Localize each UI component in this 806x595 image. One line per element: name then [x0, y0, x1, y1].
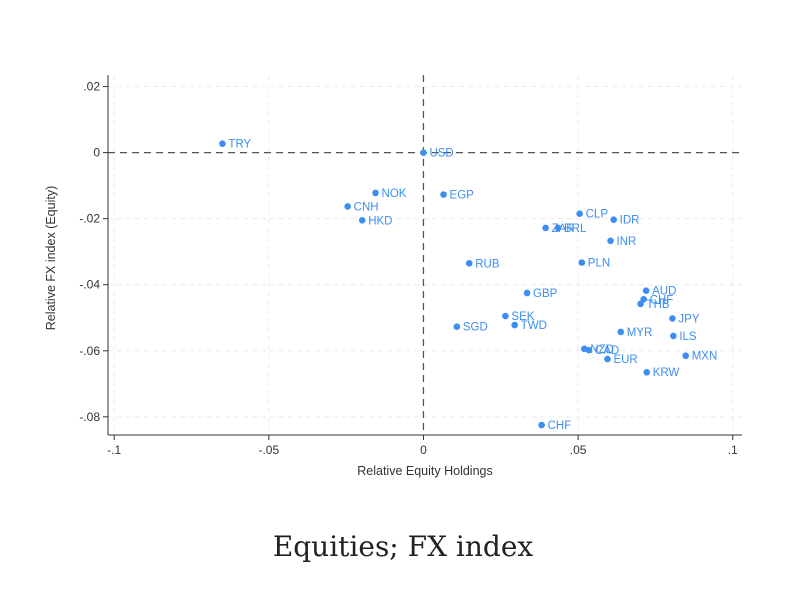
- data-point: [511, 321, 518, 329]
- y-tick-label: -.04: [79, 278, 100, 292]
- data-point: [604, 355, 611, 363]
- data-point: [669, 315, 676, 322]
- y-tick-label: -.06: [79, 344, 100, 358]
- x-tick-label: -.1: [107, 443, 121, 457]
- data-point-label: IDR: [620, 215, 640, 227]
- data-point-label: CHF: [548, 420, 572, 432]
- data-point: [358, 217, 366, 224]
- data-point: [607, 237, 614, 245]
- data-point-label: NOK: [382, 188, 407, 200]
- data-point: [372, 189, 379, 197]
- data-point: [344, 203, 351, 210]
- data-point: [640, 295, 647, 303]
- data-point-label: CHF: [650, 294, 674, 306]
- data-point: [610, 216, 617, 223]
- data-point: [453, 323, 461, 330]
- data-point: [617, 328, 625, 336]
- data-point: [554, 224, 562, 232]
- data-point: [585, 346, 593, 354]
- data-point-label: TWD: [521, 320, 547, 332]
- data-point-label: KRW: [653, 367, 680, 379]
- data-point: [523, 289, 531, 297]
- data-point: [465, 259, 473, 267]
- y-tick-label: -.02: [79, 212, 100, 226]
- data-point-label: EUR: [613, 354, 637, 366]
- data-point-label: USD: [429, 148, 453, 160]
- reference-lines: [108, 75, 742, 435]
- data-point: [542, 224, 549, 232]
- x-tick-label: 0: [420, 443, 427, 457]
- data-point-label: EGP: [450, 190, 475, 202]
- y-axis-title: Relative FX index (Equity): [44, 186, 58, 331]
- data-point-label: MXN: [692, 351, 718, 363]
- data-point: [670, 332, 677, 340]
- data-point-label: MYR: [627, 327, 653, 339]
- axes: -.1 -.05 0 .05 .1 .02 0 -.02 -.04 -.06 -.08: [79, 75, 742, 457]
- data-point-label: THB: [647, 299, 670, 311]
- data-point-label: JPY: [678, 313, 699, 325]
- data-point: [538, 421, 545, 429]
- data-point-label: AUD: [652, 286, 676, 298]
- data-point-label: BRL: [564, 223, 587, 235]
- grid-lines: [108, 75, 742, 435]
- data-point-label: NZD: [590, 344, 614, 356]
- data-point-label: INR: [617, 236, 637, 248]
- figure-caption: Equities; FX index: [272, 530, 534, 563]
- data-point: [682, 352, 690, 360]
- x-tick-label: -.05: [258, 443, 279, 457]
- data-point-label: GBP: [533, 288, 558, 300]
- data-point-label: SGD: [463, 322, 488, 334]
- data-point-label: CNH: [354, 201, 379, 213]
- data-point: [219, 140, 226, 147]
- data-point: [642, 287, 650, 294]
- data-point-label: CAD: [595, 345, 619, 357]
- data-point-label: RUB: [475, 258, 500, 270]
- data-point-label: PLN: [588, 258, 610, 270]
- data-point-label: HKD: [368, 215, 392, 227]
- data-point: [637, 300, 644, 308]
- data-point: [578, 259, 586, 266]
- data-point: [643, 368, 651, 376]
- data-point-label: TRY: [228, 139, 251, 151]
- data-point-label: SEK: [511, 311, 534, 323]
- x-tick-label: .05: [570, 443, 587, 457]
- data-point: [576, 210, 583, 218]
- data-point-label: CLP: [586, 209, 609, 221]
- y-tick-label: -.08: [79, 410, 100, 424]
- data-point: [420, 149, 427, 156]
- x-tick-label: .1: [728, 443, 738, 457]
- x-axis-title: Relative Equity Holdings: [357, 464, 493, 478]
- data-point: [440, 191, 447, 198]
- y-tick-label: 0: [93, 146, 100, 160]
- data-point: [502, 312, 509, 320]
- y-tick-label: .02: [83, 80, 100, 94]
- data-point-label: ILS: [679, 331, 697, 343]
